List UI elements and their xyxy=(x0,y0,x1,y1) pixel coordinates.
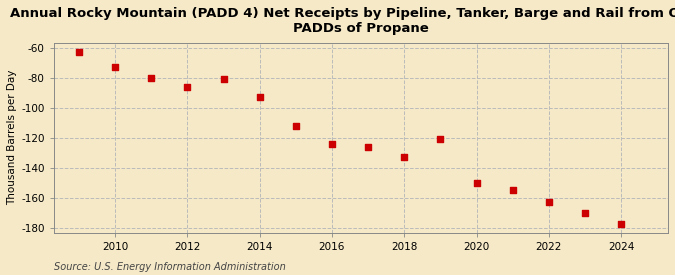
Point xyxy=(543,200,554,205)
Point xyxy=(146,75,157,80)
Point xyxy=(327,142,338,146)
Point xyxy=(471,181,482,185)
Point xyxy=(435,137,446,142)
Point xyxy=(580,211,591,215)
Y-axis label: Thousand Barrels per Day: Thousand Barrels per Day xyxy=(7,70,17,205)
Point xyxy=(290,123,301,128)
Point xyxy=(254,95,265,99)
Point xyxy=(616,221,626,226)
Point xyxy=(74,50,84,54)
Point xyxy=(507,188,518,192)
Point xyxy=(218,77,229,81)
Point xyxy=(362,145,373,149)
Point xyxy=(182,84,193,89)
Point xyxy=(109,65,120,69)
Title: Annual Rocky Mountain (PADD 4) Net Receipts by Pipeline, Tanker, Barge and Rail : Annual Rocky Mountain (PADD 4) Net Recei… xyxy=(10,7,675,35)
Text: Source: U.S. Energy Information Administration: Source: U.S. Energy Information Administ… xyxy=(54,262,286,272)
Point xyxy=(399,155,410,160)
